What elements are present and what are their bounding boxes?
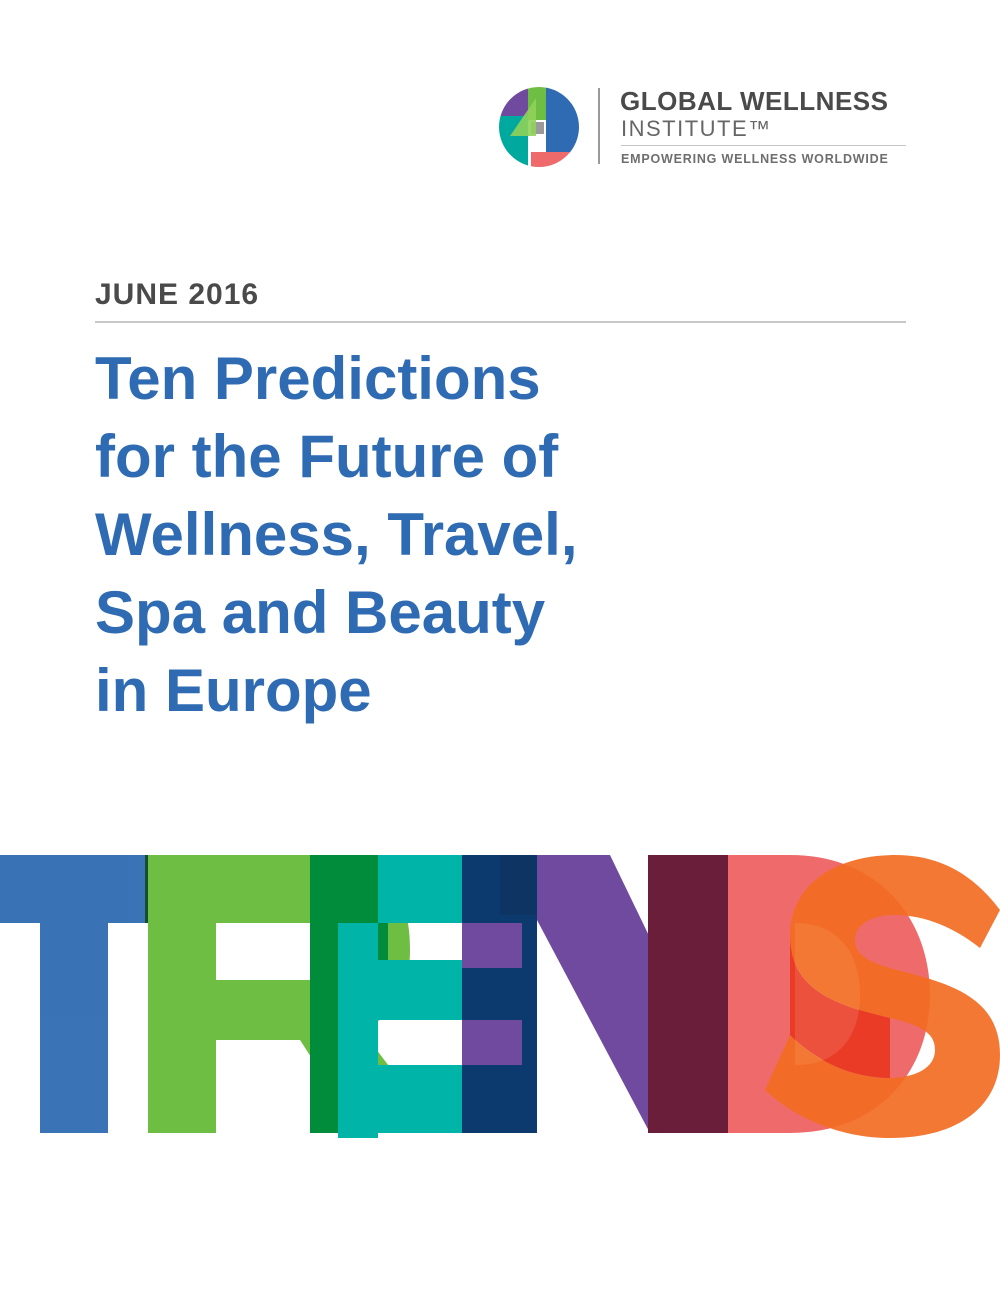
trends-letter-n: [462, 855, 728, 1133]
trends-letter-s: [765, 855, 1000, 1138]
org-tagline: EMPOWERING WELLNESS WORLDWIDE: [621, 152, 889, 166]
trends-letter-e2: [462, 855, 540, 1133]
date-divider: [95, 321, 906, 323]
trends-letter-t: [0, 855, 200, 1133]
logo-rule: [621, 145, 906, 146]
title-line: Wellness, Travel,: [95, 501, 578, 568]
report-date: JUNE 2016: [95, 278, 260, 311]
report-title: Ten Predictions for the Future of Wellne…: [95, 340, 855, 730]
title-line: Spa and Beauty: [95, 579, 546, 646]
title-line: for the Future of: [95, 423, 559, 490]
title-line: Ten Predictions: [95, 345, 541, 412]
global-wellness-institute-logo-icon: [499, 87, 579, 167]
title-line: in Europe: [95, 657, 372, 724]
org-subtitle: INSTITUTE™: [621, 116, 772, 141]
trends-graphic: [0, 855, 1000, 1138]
org-name: GLOBAL WELLNESS: [620, 86, 889, 116]
trends-letter-e: [310, 855, 463, 1138]
logo-divider: [598, 88, 600, 164]
